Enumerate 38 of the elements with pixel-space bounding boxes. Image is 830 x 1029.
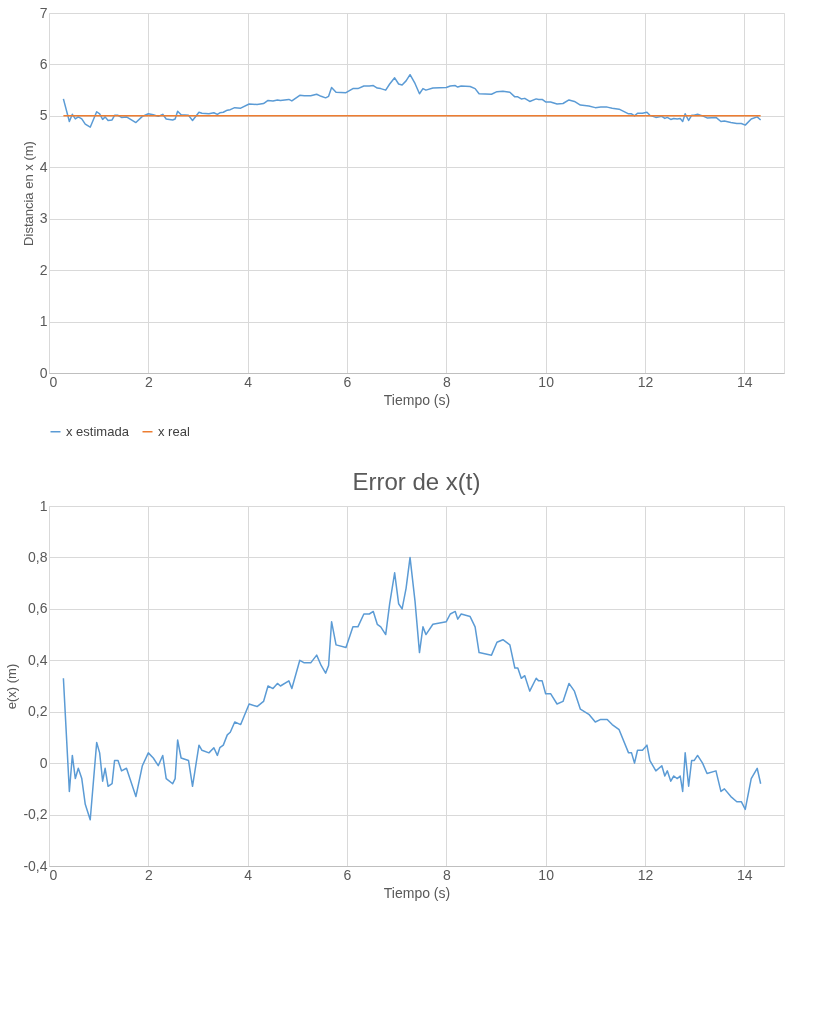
y-tick-label: 5 bbox=[39, 107, 48, 124]
y-tick-label: 3 bbox=[39, 210, 48, 227]
y-tick-label: 0,6 bbox=[28, 600, 48, 617]
x-tick-label: 6 bbox=[343, 373, 352, 390]
y-tick-label: 4 bbox=[39, 158, 48, 175]
y-tick-label: 0,4 bbox=[28, 651, 48, 668]
y-tick-label: 1 bbox=[39, 497, 48, 514]
y-tick-label: 6 bbox=[39, 55, 48, 72]
y-axis-title: Distancia en x (m) bbox=[20, 141, 36, 246]
y-tick-label: 2 bbox=[39, 261, 48, 278]
x-tick-label: 14 bbox=[736, 373, 753, 390]
legend-label: x estimada bbox=[66, 423, 130, 439]
line-series bbox=[62, 556, 762, 821]
y-tick-label: 0,8 bbox=[28, 548, 48, 565]
x-tick-label: 8 bbox=[442, 373, 451, 390]
y-tick-label: 0,2 bbox=[28, 703, 48, 720]
x-axis-title: Tiempo (s) bbox=[383, 884, 451, 901]
y-axis-title: e(x) (m) bbox=[4, 663, 20, 710]
y-tick-label: 0 bbox=[39, 754, 48, 771]
x-tick-label: 14 bbox=[736, 866, 753, 883]
x-axis-title: Tiempo (s) bbox=[383, 391, 451, 408]
y-tick-label: -0,2 bbox=[23, 806, 48, 823]
y-tick-label: -0,4 bbox=[23, 857, 48, 874]
x-tick-label: 2 bbox=[144, 373, 153, 390]
y-tick-label: 1 bbox=[39, 313, 48, 330]
x-tick-label: 4 bbox=[244, 373, 253, 390]
line-series bbox=[62, 73, 762, 128]
x-tick-label: 4 bbox=[244, 866, 253, 883]
x-tick-label: 10 bbox=[538, 866, 555, 883]
x-tick-label: 2 bbox=[144, 866, 153, 883]
x-tick-label: 10 bbox=[538, 373, 555, 390]
x-tick-label: 12 bbox=[637, 866, 654, 883]
x-tick-label: 6 bbox=[343, 866, 352, 883]
legend-label: x real bbox=[158, 423, 190, 439]
x-tick-label: 12 bbox=[637, 373, 654, 390]
x-tick-label: 8 bbox=[442, 866, 451, 883]
chart-title: Error de x(t) bbox=[352, 468, 481, 495]
y-tick-label: 7 bbox=[39, 4, 48, 21]
